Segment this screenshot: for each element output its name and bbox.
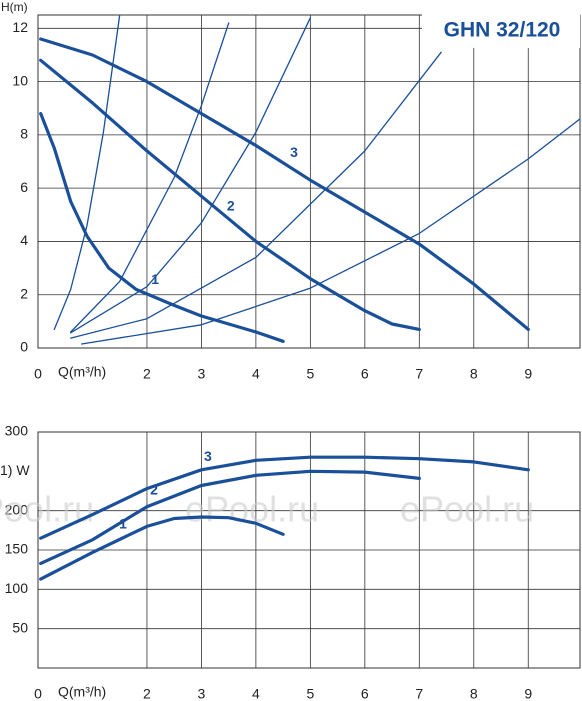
y-tick-label: 6 [20, 179, 28, 195]
plot-area [37, 14, 581, 349]
curve [39, 58, 421, 331]
x-tick-label: 4 [252, 366, 260, 382]
x-tick-label: 2 [143, 366, 151, 382]
x-tick-label: 0 [34, 366, 42, 382]
curve [70, 51, 442, 339]
y-tick-label: 100 [5, 580, 29, 596]
curve-label: 2 [150, 482, 158, 498]
x-axis-label: Q(m³/h) [58, 364, 106, 380]
x-tick-label: 8 [470, 366, 478, 382]
curve-label: 1 [151, 271, 159, 287]
y-tick-label: 200 [5, 501, 29, 517]
watermark: ePool.ru [400, 489, 534, 530]
y-tick-label: 150 [5, 541, 29, 557]
curve [39, 455, 530, 540]
curve-label: 3 [290, 144, 298, 160]
x-tick-label: 9 [524, 366, 532, 382]
x-tick-label: 6 [361, 366, 369, 382]
curve [39, 515, 285, 581]
curve [39, 37, 530, 331]
x-tick-label: 8 [470, 686, 478, 701]
curve [70, 22, 230, 333]
x-tick-label: 3 [198, 686, 206, 701]
x-tick-label: 6 [361, 686, 369, 701]
y-tick-label: 50 [12, 619, 28, 635]
x-tick-label: 5 [306, 686, 314, 701]
x-tick-label: 5 [306, 366, 314, 382]
y-tick-label: 2 [20, 285, 28, 301]
y-tick-label: 12 [12, 19, 28, 35]
x-tick-label: 4 [252, 686, 260, 701]
title-box [422, 12, 580, 48]
y-tick-label: 8 [20, 126, 28, 142]
watermark: ePool.ru [0, 489, 94, 530]
y-axis-label: H(m) [1, 0, 28, 14]
y-tick-label: 0 [20, 339, 28, 355]
curve [70, 17, 312, 334]
x-axis-label: Q(m³/h) [58, 684, 106, 700]
curve [39, 469, 421, 565]
y-axis-label: 1) W [0, 462, 30, 478]
x-tick-label: 9 [524, 686, 532, 701]
curve [39, 112, 285, 343]
curve [80, 118, 581, 345]
curve-label: 2 [227, 198, 235, 214]
x-tick-label: 2 [143, 686, 151, 701]
y-tick-label: 4 [20, 232, 28, 248]
chart-title: GHN 32/120 [444, 19, 561, 42]
x-tick-label: 0 [34, 686, 42, 701]
y-tick-label: 10 [12, 72, 28, 88]
curve-label: 1 [119, 516, 127, 532]
x-tick-label: 7 [415, 366, 423, 382]
curve [53, 14, 121, 331]
curve-label: 3 [204, 448, 212, 464]
y-tick-label: 300 [5, 423, 29, 439]
x-tick-label: 7 [415, 686, 423, 701]
x-tick-label: 3 [198, 366, 206, 382]
